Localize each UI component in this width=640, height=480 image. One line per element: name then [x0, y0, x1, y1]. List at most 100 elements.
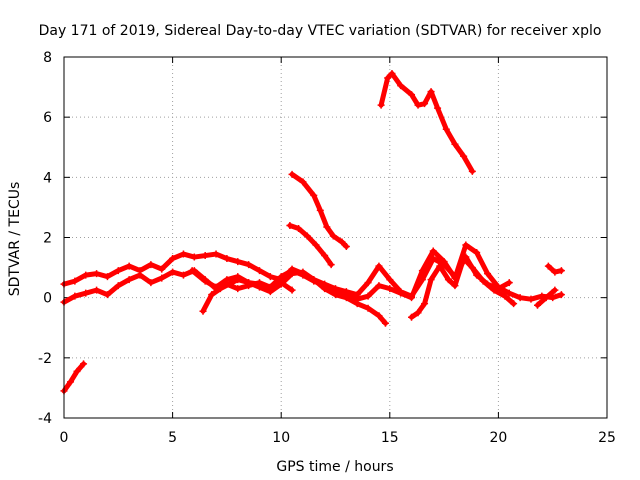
- data-point: [245, 261, 253, 269]
- data-point: [421, 100, 429, 108]
- series-trace-8: [377, 70, 476, 175]
- data-point: [199, 307, 207, 315]
- data-point: [375, 282, 383, 290]
- data-point: [338, 238, 346, 246]
- data-point: [408, 313, 416, 321]
- data-point: [364, 279, 372, 287]
- data-point: [544, 262, 552, 270]
- data-point: [468, 167, 476, 175]
- data-point: [429, 247, 437, 255]
- data-point: [375, 262, 383, 270]
- y-axis-label: SDTVAR / TECUs: [7, 182, 23, 297]
- data-point: [277, 279, 285, 287]
- series-trace-1: [60, 360, 88, 395]
- data-point: [136, 271, 144, 279]
- series-trace-5: [199, 276, 296, 315]
- data-point: [216, 285, 224, 293]
- data-point: [316, 206, 324, 214]
- data-point: [255, 280, 263, 288]
- data-point: [234, 258, 242, 266]
- data-point: [67, 378, 75, 386]
- data-point: [93, 270, 101, 278]
- data-point: [288, 270, 296, 278]
- data-point: [266, 273, 274, 281]
- x-axis-label: GPS time / hours: [276, 459, 393, 475]
- data-point: [557, 267, 565, 275]
- y-tick-label: 2: [43, 231, 52, 247]
- data-point: [418, 267, 426, 275]
- data-point: [299, 268, 307, 276]
- data-point: [201, 252, 209, 260]
- data-point: [93, 286, 101, 294]
- series-trace-4: [188, 267, 389, 327]
- data-point: [473, 249, 481, 257]
- data-point: [397, 82, 405, 90]
- y-tick-label: 8: [43, 50, 52, 66]
- data-point: [414, 309, 422, 317]
- data-point: [364, 304, 372, 312]
- data-point: [353, 300, 361, 308]
- data-point: [277, 273, 285, 281]
- data-point: [188, 267, 196, 275]
- data-point: [505, 289, 513, 297]
- data-point: [557, 291, 565, 299]
- data-point: [434, 104, 442, 112]
- data-point: [245, 279, 253, 287]
- data-point: [158, 274, 166, 282]
- plot-frame: [63, 56, 608, 419]
- data-point: [327, 261, 335, 269]
- data-point: [147, 279, 155, 287]
- data-point: [384, 74, 392, 82]
- data-point: [321, 252, 329, 260]
- data-point: [103, 291, 111, 299]
- data-point: [80, 360, 88, 368]
- data-point: [440, 258, 448, 266]
- data-point: [73, 367, 81, 375]
- data-point: [388, 70, 396, 78]
- data-point: [397, 289, 405, 297]
- data-point: [386, 285, 394, 293]
- data-point: [169, 255, 177, 263]
- data-point: [201, 277, 209, 285]
- data-point: [310, 276, 318, 284]
- data-point: [490, 286, 498, 294]
- x-tick-label: 15: [381, 430, 399, 446]
- data-point: [533, 301, 541, 309]
- data-point: [286, 221, 294, 229]
- data-point: [421, 300, 429, 308]
- data-point: [462, 241, 470, 249]
- series-trace-7: [288, 170, 350, 251]
- data-point: [375, 312, 383, 320]
- chart-title: Day 171 of 2019, Sidereal Day-to-day VTE…: [39, 23, 602, 39]
- data-point: [381, 319, 389, 327]
- data-point: [82, 289, 90, 297]
- y-tick-label: -4: [38, 411, 52, 427]
- data-point: [223, 255, 231, 263]
- data-point: [460, 255, 468, 263]
- data-point: [364, 292, 372, 300]
- data-point: [329, 232, 337, 240]
- data-point: [71, 277, 79, 285]
- data-point: [179, 250, 187, 258]
- x-tick-label: 0: [60, 430, 69, 446]
- axis-ticks: 0 5 10 15 20 25 -4 -2 0 2 4 6 8: [38, 50, 616, 446]
- data-point: [303, 232, 311, 240]
- data-point: [444, 276, 452, 284]
- data-point: [147, 261, 155, 269]
- y-tick-label: 4: [43, 170, 52, 186]
- data-point: [114, 267, 122, 275]
- series-trace: [378, 71, 475, 174]
- data-point: [494, 283, 502, 291]
- data-point: [527, 295, 535, 303]
- data-point: [323, 223, 331, 231]
- y-tick-label: 0: [43, 291, 52, 307]
- data-point: [427, 276, 435, 284]
- data-point: [342, 294, 350, 302]
- data-point: [542, 294, 550, 302]
- data-point: [295, 224, 303, 232]
- data-point: [125, 262, 133, 270]
- data-point: [208, 291, 216, 299]
- x-tick-label: 10: [272, 430, 290, 446]
- data-point: [408, 91, 416, 99]
